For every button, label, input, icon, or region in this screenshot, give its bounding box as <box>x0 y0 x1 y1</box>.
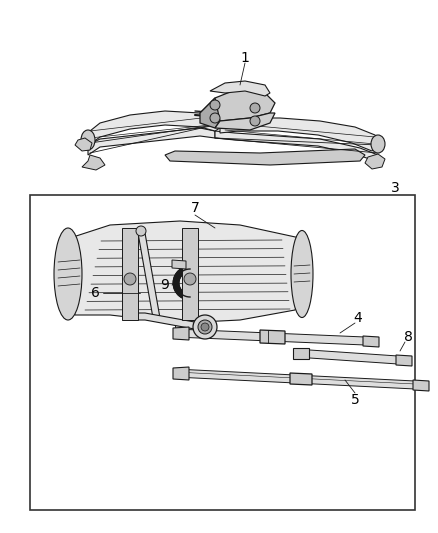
Circle shape <box>198 320 212 334</box>
Bar <box>30 195 415 510</box>
Text: 4: 4 <box>353 311 362 325</box>
Polygon shape <box>413 380 429 391</box>
Ellipse shape <box>371 135 385 153</box>
Circle shape <box>250 103 260 113</box>
Ellipse shape <box>291 230 313 318</box>
Ellipse shape <box>54 228 82 320</box>
Polygon shape <box>220 118 380 151</box>
Text: 1: 1 <box>240 51 249 65</box>
Text: 8: 8 <box>403 330 413 344</box>
Circle shape <box>210 113 220 123</box>
Polygon shape <box>138 313 200 330</box>
Polygon shape <box>75 138 92 151</box>
Text: 9: 9 <box>161 278 170 292</box>
Text: 5: 5 <box>351 393 359 407</box>
Polygon shape <box>165 149 365 165</box>
Polygon shape <box>175 263 195 278</box>
Polygon shape <box>85 111 220 148</box>
Polygon shape <box>215 113 275 130</box>
Circle shape <box>193 315 217 339</box>
Text: 3: 3 <box>391 181 399 195</box>
Polygon shape <box>210 81 270 96</box>
Polygon shape <box>82 155 105 170</box>
Polygon shape <box>175 320 195 335</box>
Polygon shape <box>365 154 385 169</box>
Polygon shape <box>172 260 186 269</box>
Polygon shape <box>295 349 398 364</box>
Polygon shape <box>363 336 379 347</box>
Circle shape <box>184 273 196 285</box>
Polygon shape <box>175 329 365 345</box>
Circle shape <box>250 116 260 126</box>
Circle shape <box>201 323 209 331</box>
Polygon shape <box>88 128 215 155</box>
Polygon shape <box>122 228 138 320</box>
Text: 7: 7 <box>191 201 199 215</box>
Polygon shape <box>175 369 415 389</box>
Circle shape <box>136 226 146 236</box>
Polygon shape <box>138 233 160 318</box>
Polygon shape <box>200 88 275 121</box>
Circle shape <box>210 100 220 110</box>
Circle shape <box>124 273 136 285</box>
Polygon shape <box>396 355 412 366</box>
Polygon shape <box>293 348 309 359</box>
Polygon shape <box>290 373 312 385</box>
Polygon shape <box>200 98 220 128</box>
Polygon shape <box>173 367 189 380</box>
Ellipse shape <box>81 130 95 150</box>
Polygon shape <box>215 131 378 162</box>
Text: 6: 6 <box>91 286 99 300</box>
Polygon shape <box>182 228 198 320</box>
Polygon shape <box>260 330 285 344</box>
Polygon shape <box>65 221 310 323</box>
Polygon shape <box>173 327 189 340</box>
